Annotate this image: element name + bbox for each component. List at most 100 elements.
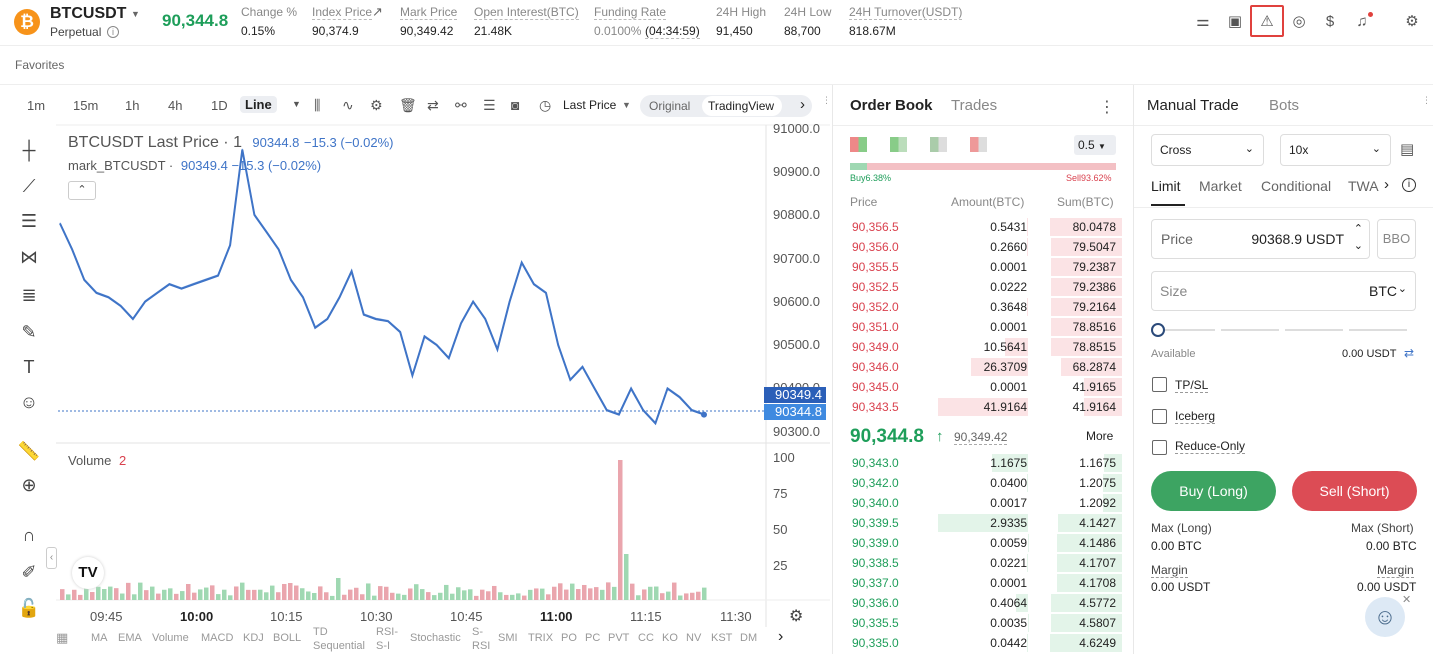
order-row[interactable]: 90,352.0 0.3648 79.2164 <box>844 297 1122 317</box>
tab-trades[interactable]: Trades <box>951 97 998 114</box>
size-slider-handle[interactable] <box>1151 323 1165 337</box>
collapse-toolbar-button[interactable]: ‹ <box>46 547 57 569</box>
size-slider-track[interactable] <box>1157 329 1413 331</box>
settings-icon[interactable]: ⚙ <box>1405 13 1419 30</box>
stat-label[interactable]: Open Interest(BTC) <box>474 5 579 20</box>
info-icon[interactable]: i <box>1402 178 1416 192</box>
chevron-right-icon[interactable]: › <box>778 628 784 645</box>
order-row[interactable]: 90,339.5 2.9335 4.1427 <box>844 513 1122 533</box>
indicator-stochastic[interactable]: Stochastic <box>410 632 461 644</box>
indicator-po[interactable]: PO <box>561 632 577 644</box>
timeframe-4h[interactable]: 4h <box>168 98 183 113</box>
compass-icon[interactable]: ◎ <box>1292 13 1306 30</box>
iceberg-label[interactable]: Iceberg <box>1175 409 1216 424</box>
dollar-icon[interactable]: $ <box>1325 13 1335 30</box>
indicator-srsi[interactable]: S-RSI <box>472 626 491 652</box>
chevron-down-icon[interactable]: ▼ <box>292 99 301 109</box>
more-vert-icon[interactable]: ⋮ <box>822 95 831 105</box>
order-type-conditional[interactable]: Conditional <box>1261 178 1332 194</box>
increment-icon[interactable]: ⌃ <box>1353 223 1363 235</box>
fib-icon[interactable]: ≣ <box>21 285 37 305</box>
indicator-icon[interactable]: ∿ <box>342 97 354 113</box>
tab-bots[interactable]: Bots <box>1269 97 1300 114</box>
size-unit[interactable]: BTC <box>1369 283 1397 299</box>
calculator-icon[interactable]: ▤ <box>1400 141 1415 158</box>
tpsl-label[interactable]: TP/SL <box>1175 378 1209 393</box>
indicator-volume[interactable]: Volume <box>152 632 189 644</box>
order-row[interactable]: 90,337.0 0.0001 4.1708 <box>844 573 1122 593</box>
bbo-button[interactable]: BBO <box>1377 219 1416 259</box>
order-row[interactable]: 90,355.5 0.0001 79.2387 <box>844 257 1122 277</box>
order-row[interactable]: 90,340.0 0.0017 1.2092 <box>844 493 1122 513</box>
order-row[interactable]: 90,343.5 41.9164 41.9164 <box>844 397 1122 417</box>
indicator-kst[interactable]: KST <box>711 632 733 644</box>
indicator-rsi[interactable]: RSI-S-I <box>376 626 398 652</box>
chart-settings-icon[interactable]: ⚙ <box>789 608 804 625</box>
order-type-twa[interactable]: TWA <box>1348 178 1379 194</box>
ruler-icon[interactable]: 📏 <box>17 441 41 461</box>
tpsl-checkbox[interactable] <box>1152 377 1167 392</box>
lock-icon[interactable]: 🔓 <box>17 598 41 618</box>
gear-icon[interactable]: ⚙ <box>370 97 383 113</box>
indicator-macd[interactable]: MACD <box>201 632 234 644</box>
order-row[interactable]: 90,356.5 0.5431 80.0478 <box>844 217 1122 237</box>
chevron-down-icon[interactable]: ▼ <box>131 9 140 19</box>
camera-icon[interactable]: ◙ <box>511 97 520 113</box>
price-type-select[interactable]: Last Price <box>563 98 617 112</box>
book-both-icon[interactable] <box>850 137 867 152</box>
indicator-cc[interactable]: CC <box>638 632 654 644</box>
favorites-label[interactable]: Favorites <box>15 58 65 72</box>
order-row[interactable]: 90,336.0 0.4064 4.5772 <box>844 593 1122 613</box>
text-icon[interactable]: T <box>23 357 35 377</box>
indicator-nv[interactable]: NV <box>686 632 702 644</box>
decrement-icon[interactable]: ⌄ <box>1353 240 1363 252</box>
timeframe-15m[interactable]: 15m <box>73 98 99 113</box>
chevron-right-icon[interactable]: › <box>800 96 805 113</box>
indicator-ma[interactable]: MA <box>91 632 108 644</box>
stat-label[interactable]: 24H Turnover(USDT) <box>849 5 963 20</box>
margin-mode-select[interactable]: Cross ⌄ <box>1151 134 1264 166</box>
template-icon[interactable]: ⚯ <box>455 97 467 113</box>
pattern-icon[interactable]: ⋈ <box>20 247 38 267</box>
emoji-icon[interactable]: ☺ <box>19 392 39 412</box>
book-asks-icon[interactable] <box>970 137 987 152</box>
indicator-td[interactable]: TD Sequential <box>313 626 365 652</box>
close-icon[interactable]: ✕ <box>1402 594 1412 606</box>
order-row[interactable]: 90,356.0 0.2660 79.5047 <box>844 237 1122 257</box>
transfer-icon[interactable]: ⇄ <box>1404 346 1415 360</box>
precision-select[interactable]: 0.5 ▼ <box>1074 135 1116 155</box>
zoom-in-icon[interactable]: ⊕ <box>21 475 37 495</box>
order-row[interactable]: 90,335.5 0.0035 4.5807 <box>844 613 1122 633</box>
indicator-trix[interactable]: TRIX <box>528 632 554 644</box>
order-row[interactable]: 90,338.5 0.0221 4.1707 <box>844 553 1122 573</box>
order-row[interactable]: 90,349.0 10.5641 78.8515 <box>844 337 1122 357</box>
price-input[interactable]: Price 90368.9 USDT ⌃ ⌄ <box>1151 219 1370 259</box>
stat-label[interactable]: Mark Price <box>400 5 458 20</box>
indicator-smi[interactable]: SMI <box>498 632 518 644</box>
stat-label[interactable]: Index Price <box>312 5 373 20</box>
indicator-ema[interactable]: EMA <box>118 632 142 644</box>
external-link-icon[interactable]: ↗ <box>372 4 383 19</box>
indicator-pc[interactable]: PC <box>585 632 601 644</box>
order-row[interactable]: 90,342.0 0.0400 1.2075 <box>844 473 1122 493</box>
symbol-name[interactable]: BTCUSDT <box>50 5 127 22</box>
crosshair-icon[interactable]: ┼ <box>22 140 36 160</box>
order-row[interactable]: 90,343.0 1.1675 1.1675 <box>844 453 1122 473</box>
stat-label[interactable]: Funding Rate <box>594 5 667 20</box>
timeframe-1d[interactable]: 1D <box>211 98 228 113</box>
trash-icon[interactable]: 🗑 <box>399 97 417 113</box>
collapse-legend-button[interactable]: ⌃ <box>68 181 96 200</box>
indicator-dm[interactable]: DM <box>740 632 758 644</box>
book-bids-icon[interactable] <box>890 137 907 152</box>
order-row[interactable]: 90,339.0 0.0059 4.1486 <box>844 533 1122 553</box>
sliders-icon[interactable]: ⚌ <box>1196 13 1210 30</box>
reduce-only-label[interactable]: Reduce-Only <box>1175 439 1246 454</box>
pencil-lock-icon[interactable]: ✐ <box>21 562 37 582</box>
calendar-icon[interactable]: ▦ <box>56 630 69 645</box>
more-icon[interactable]: ⋮ <box>1099 99 1115 116</box>
hlines-icon[interactable]: ☰ <box>20 211 38 231</box>
magnet-icon[interactable]: ∩ <box>22 525 36 545</box>
info-icon[interactable]: i <box>107 26 119 38</box>
size-input[interactable]: Size BTC ⌄ <box>1151 271 1416 311</box>
bell-icon[interactable]: ♫ <box>1356 13 1368 30</box>
